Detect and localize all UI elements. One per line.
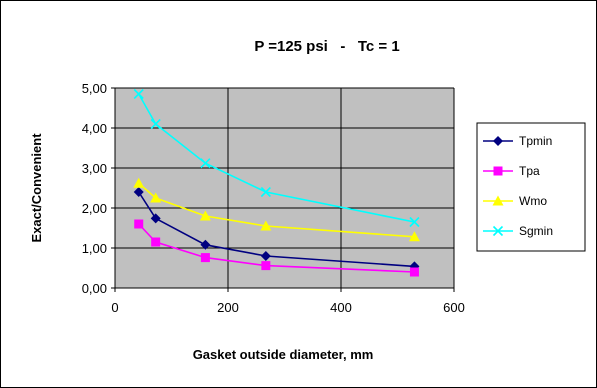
y-tick-label-4: 4,00: [82, 121, 107, 136]
legend-marker-sgmin: [492, 225, 504, 237]
legend-marker-tpmin: [493, 136, 503, 146]
legend-item-tpa: Tpa: [483, 164, 540, 178]
x-tick-label-0: 0: [111, 300, 118, 315]
point-sgmin-1: [150, 118, 161, 130]
point-wmo-2: [199, 210, 211, 221]
legend-label-tpa: Tpa: [519, 164, 540, 178]
y-tick-label-0: 0,00: [82, 281, 107, 296]
y-tick-label-5: 5,00: [82, 81, 107, 96]
point-wmo-1: [150, 192, 162, 203]
legend-label-tpmin: Tpmin: [519, 134, 552, 148]
point-tpa-4: [409, 267, 419, 277]
series-tpmin: [133, 187, 420, 272]
point-tpa-3: [261, 261, 271, 271]
legend-marker-tpa: [493, 166, 503, 176]
point-sgmin-4: [409, 216, 420, 228]
point-wmo-3: [260, 220, 272, 231]
legend-item-wmo: Wmo: [483, 194, 547, 208]
point-sgmin-0: [133, 88, 144, 100]
point-wmo-4: [408, 231, 420, 242]
tick-labels: 0,00 1,00 2,00 3,00 4,00 5,00 0 200 400 600: [82, 81, 465, 315]
legend-box: [476, 122, 586, 252]
point-tpa-2: [200, 253, 210, 263]
plot-area: [115, 88, 454, 288]
point-tpmin-2: [200, 239, 211, 250]
legend-label-wmo: Wmo: [519, 194, 547, 208]
y-tick-label-2: 2,00: [82, 201, 107, 216]
series-sgmin: [133, 88, 420, 228]
legend: Tpmin Tpa Wmo Sgmin: [483, 134, 553, 238]
point-sgmin-2: [200, 158, 211, 169]
grid: [115, 87, 455, 288]
point-tpmin-3: [260, 251, 271, 261]
legend-label-sgmin: Sgmin: [519, 224, 553, 238]
legend-marker-wmo: [492, 195, 504, 206]
y-tick-label-3: 3,00: [82, 161, 107, 176]
point-tpmin-1: [150, 213, 161, 224]
point-tpa-0: [134, 219, 144, 229]
x-axis-label: Gasket outside diameter, mm: [193, 347, 374, 362]
point-sgmin-3: [260, 186, 271, 198]
series-tpa: [134, 219, 419, 277]
y-tick-label-1: 1,00: [82, 241, 107, 256]
point-tpa-1: [151, 237, 161, 247]
chart-title: P =125 psi - Tc = 1: [254, 38, 399, 55]
x-tick-label-1: 200: [217, 300, 239, 315]
point-tpmin-0: [133, 187, 144, 197]
legend-item-tpmin: Tpmin: [483, 134, 552, 148]
x-tick-label-3: 600: [443, 300, 465, 315]
legend-item-sgmin: Sgmin: [483, 224, 553, 238]
point-wmo-0: [133, 177, 145, 188]
x-tick-label-2: 400: [330, 300, 352, 315]
series-layer: [133, 88, 420, 277]
axes: [111, 87, 455, 292]
y-axis-label: Exact/Convenient: [29, 133, 44, 243]
series-wmo: [133, 177, 420, 242]
